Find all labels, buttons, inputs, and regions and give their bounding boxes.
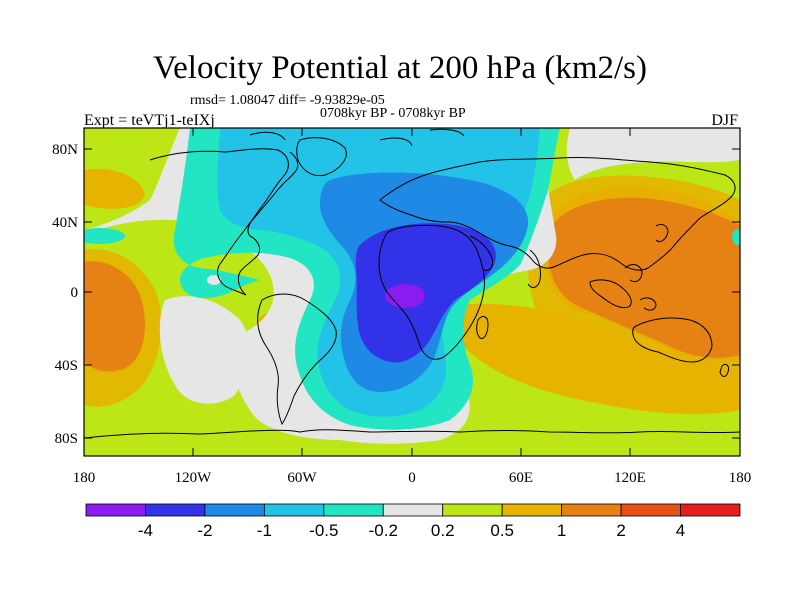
colorbar-label: 0.2 <box>431 521 455 540</box>
field-orange-core-east-pacific <box>84 261 145 372</box>
lat-tick-label: 80S <box>55 431 78 447</box>
colorbar-swatch <box>85 503 146 517</box>
field-very-low-minimum <box>385 284 425 308</box>
field-low-core <box>355 223 496 363</box>
colorbar-swatch <box>382 503 444 517</box>
field-neutral-eddy <box>207 275 221 285</box>
colorbar-swatch <box>204 503 265 517</box>
colorbar-label: -4 <box>138 521 153 540</box>
colorbar-swatch <box>323 503 384 517</box>
colorbar-label: -1 <box>257 521 272 540</box>
lon-tick-label: 60W <box>287 470 317 486</box>
colorbar-swatch <box>561 503 622 517</box>
colorbar-swatch <box>620 503 681 517</box>
field-teal-eddy-dateline <box>732 229 740 245</box>
chart-title: Velocity Potential at 200 hPa (km2/s) <box>152 50 648 86</box>
colorbar-swatch <box>442 503 503 517</box>
lat-ticks <box>84 148 740 439</box>
field-neutral-south-pacific <box>159 296 250 404</box>
field-gold-south-indian <box>455 303 740 415</box>
lon-ticks <box>83 128 741 456</box>
lon-tick-label: 0 <box>408 470 416 486</box>
lat-tick-label: 80N <box>52 142 78 158</box>
field-neutral-east-pacific <box>566 128 740 180</box>
field-teal-eddy-north-pacific <box>84 228 125 244</box>
colorbar-label: 2 <box>616 521 625 540</box>
colorbar-label: -0.2 <box>369 521 398 540</box>
period-subtitle: 0708kyr BP - 0708kyr BP <box>320 106 466 121</box>
lon-tick-label: 120E <box>614 470 646 486</box>
field-gold-north-atlantic <box>84 168 145 209</box>
colorbar-label: 4 <box>676 521 685 540</box>
rmsd-diff-stats: rmsd= 1.08047 diff= -9.93829e-05 <box>190 93 385 108</box>
coastlines <box>84 128 740 439</box>
lon-tick-label: 60E <box>509 470 533 486</box>
colorbar: -4 -2 -1 -0.5 -0.2 0.2 0.5 1 2 4 <box>85 503 741 540</box>
season-label: DJF <box>711 112 738 129</box>
lat-tick-label: 40N <box>52 215 78 231</box>
lon-tick-label: 180 <box>73 470 96 486</box>
colorbar-label: 0.5 <box>490 521 514 540</box>
colorbar-swatch <box>263 503 325 517</box>
lon-tick-label: 180 <box>729 470 752 486</box>
colorbar-swatch <box>680 503 741 517</box>
contour-fill-layer <box>84 128 740 456</box>
colorbar-swatch <box>501 503 563 517</box>
colorbar-swatch <box>145 503 206 517</box>
lat-tick-label: 0 <box>71 285 79 301</box>
lon-tick-label: 120W <box>175 470 213 486</box>
field-orange-core-asia <box>547 197 740 358</box>
experiment-label: Expt = teVTj1-teIXj <box>84 112 215 129</box>
lat-tick-label: 40S <box>55 358 78 374</box>
colorbar-label: -0.5 <box>309 521 338 540</box>
colorbar-label: 1 <box>557 521 566 540</box>
colorbar-label: -2 <box>197 521 212 540</box>
